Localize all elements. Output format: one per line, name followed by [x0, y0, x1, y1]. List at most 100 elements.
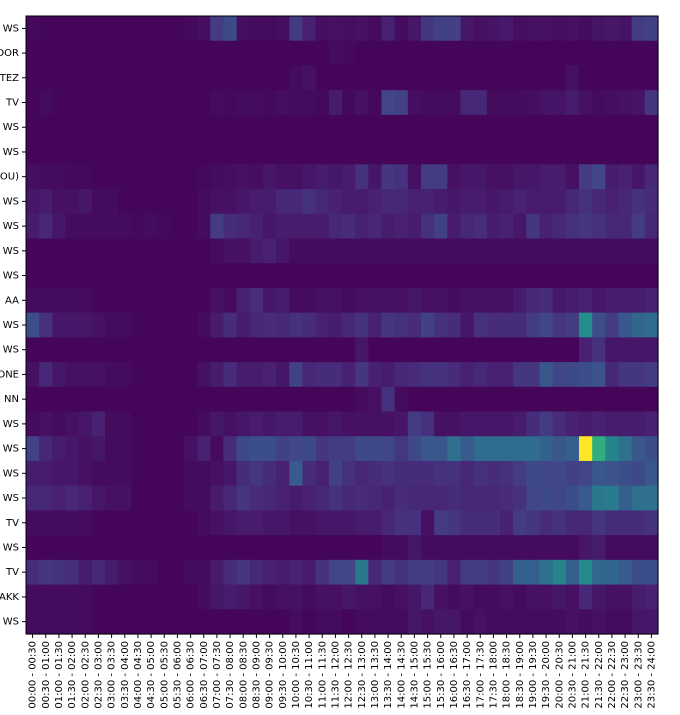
heatmap-cell	[407, 312, 422, 338]
heatmap-cell	[65, 411, 80, 437]
heatmap-cell	[131, 559, 146, 586]
heatmap-cell	[579, 263, 593, 289]
x-tick-label: 14:30 - 15:00	[409, 641, 420, 709]
heatmap-cell	[249, 90, 264, 116]
heatmap-cell	[289, 16, 304, 42]
heatmap-cell	[78, 584, 93, 610]
heatmap-cell	[644, 436, 659, 462]
heatmap-cell	[368, 485, 383, 511]
heatmap-cell	[105, 535, 119, 561]
heatmap-cell	[631, 312, 646, 338]
heatmap-cell	[236, 337, 251, 363]
heatmap-cell	[592, 263, 606, 289]
heatmap-cell	[210, 584, 225, 610]
heatmap-cell	[91, 609, 106, 635]
heatmap-cell	[486, 189, 501, 215]
heatmap-cell	[421, 485, 435, 511]
x-tick-label: 22:30 - 23:00	[620, 641, 631, 709]
heatmap-cell	[513, 114, 527, 141]
heatmap-cell	[565, 584, 580, 610]
heatmap-cell	[539, 164, 554, 190]
heatmap-cell	[52, 559, 67, 586]
heatmap-cell	[355, 362, 369, 388]
heatmap-cell	[592, 460, 606, 487]
heatmap-cell	[631, 164, 646, 190]
heatmap-cell	[592, 485, 606, 511]
heatmap-cell	[39, 535, 53, 561]
heatmap-cell	[526, 287, 541, 314]
heatmap-cell	[631, 139, 646, 165]
heatmap-cell	[355, 485, 369, 511]
heatmap-cell	[394, 436, 409, 462]
heatmap-cell	[407, 114, 422, 141]
x-tick-label: 17:00 - 17:30	[475, 641, 486, 709]
heatmap-cell	[315, 559, 330, 586]
heatmap-cell	[157, 510, 172, 536]
heatmap-cell	[526, 535, 541, 561]
heatmap-cell	[513, 16, 527, 42]
heatmap-cell	[539, 337, 554, 363]
x-tick-label: 20:00 - 20:30	[554, 641, 565, 709]
heatmap-cell	[526, 40, 541, 67]
heatmap-cell	[355, 510, 369, 536]
heatmap-cell	[486, 164, 501, 190]
heatmap-cell	[39, 213, 53, 240]
heatmap-cell	[539, 139, 554, 165]
heatmap-cell	[579, 90, 593, 116]
heatmap-cell	[39, 337, 53, 363]
heatmap-cell	[131, 263, 146, 289]
heatmap-cell	[434, 362, 448, 388]
heatmap-cell	[473, 411, 488, 437]
heatmap-cell	[302, 287, 317, 314]
heatmap-cell	[355, 584, 369, 610]
heatmap-cell	[486, 485, 501, 511]
heatmap-cell	[500, 584, 514, 610]
heatmap-cell	[513, 535, 527, 561]
heatmap-cell	[368, 114, 383, 141]
heatmap-cell	[131, 535, 146, 561]
x-tick-label: 14:00 - 14:30	[396, 641, 407, 709]
heatmap-cell	[78, 16, 93, 42]
heatmap-cell	[328, 559, 343, 586]
heatmap-cell	[315, 411, 330, 437]
heatmap-cell	[421, 411, 435, 437]
heatmap-cell	[565, 485, 580, 511]
heatmap-cell	[131, 337, 146, 363]
heatmap-cell	[302, 312, 317, 338]
heatmap-cell	[605, 460, 620, 487]
heatmap-cell	[65, 312, 80, 338]
heatmap-cell	[579, 139, 593, 165]
heatmap-cell	[223, 189, 238, 215]
heatmap-cell	[605, 65, 620, 91]
heatmap-cell	[526, 65, 541, 91]
heatmap-cell	[473, 436, 488, 462]
heatmap-cell	[170, 65, 185, 91]
heatmap-cell	[460, 213, 475, 240]
y-tick-label: TV	[5, 567, 19, 578]
heatmap-cell	[52, 312, 67, 338]
heatmap-cell	[526, 139, 541, 165]
heatmap-cell	[78, 114, 93, 141]
heatmap-cell	[131, 510, 146, 536]
heatmap-cell	[500, 460, 514, 487]
heatmap-cell	[421, 559, 435, 586]
heatmap-cell	[26, 460, 40, 487]
heatmap-cell	[236, 189, 251, 215]
heatmap-cell	[236, 485, 251, 511]
heatmap-cell	[39, 139, 53, 165]
heatmap-cell	[131, 213, 146, 240]
heatmap-cell	[355, 609, 369, 635]
heatmap-cell	[631, 510, 646, 536]
heatmap-cell	[184, 90, 198, 116]
heatmap-cell	[105, 164, 119, 190]
heatmap-cell	[157, 337, 172, 363]
heatmap-cell	[447, 16, 462, 42]
heatmap-cell	[236, 609, 251, 635]
heatmap-cell	[460, 238, 475, 264]
heatmap-cell	[421, 362, 435, 388]
heatmap-cell	[289, 189, 304, 215]
heatmap-cell	[355, 287, 369, 314]
heatmap-cell	[565, 362, 580, 388]
heatmap-cell	[618, 460, 633, 487]
heatmap-cell	[157, 189, 172, 215]
